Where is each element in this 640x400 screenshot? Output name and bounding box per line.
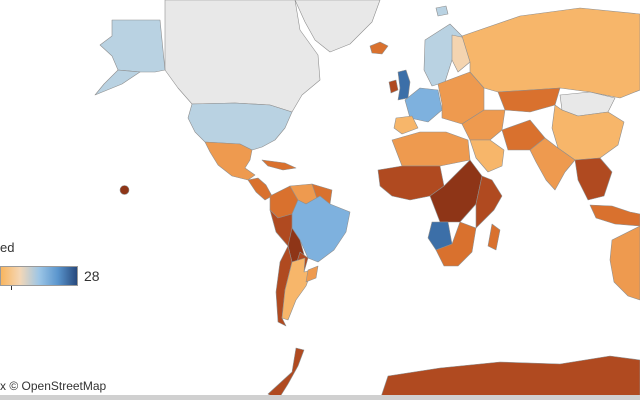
legend-tick (11, 286, 12, 290)
country-iceland[interactable] (369, 41, 389, 55)
country-alaska[interactable] (99, 19, 166, 73)
country-caribbean[interactable] (261, 159, 297, 171)
country-southeast-asia[interactable] (574, 157, 613, 201)
country-indonesia[interactable] (589, 204, 640, 227)
country-saudi-arabia[interactable] (469, 139, 505, 173)
legend-color-ramp (0, 266, 78, 286)
country-hawaii[interactable] (119, 185, 130, 195)
country-china[interactable] (551, 104, 625, 161)
country-united-states[interactable] (187, 102, 293, 151)
legend-title: ed (0, 240, 15, 255)
country-greenland[interactable] (294, 0, 381, 53)
country-ireland[interactable] (388, 79, 399, 94)
map-attribution[interactable]: x © OpenStreetMap (0, 378, 110, 394)
bottom-divider (0, 395, 640, 400)
country-kazakhstan[interactable] (497, 87, 561, 113)
country-central-america[interactable] (247, 177, 273, 201)
country-alaska-peninsula[interactable] (94, 69, 141, 96)
country-antarctica[interactable] (379, 355, 640, 400)
country-uruguay[interactable] (305, 265, 319, 283)
country-mexico[interactable] (204, 141, 256, 181)
country-iberia[interactable] (393, 115, 419, 135)
country-southern-africa[interactable] (435, 221, 477, 267)
country-australia[interactable] (609, 225, 640, 301)
country-canada[interactable] (164, 0, 321, 113)
country-madagascar[interactable] (487, 223, 501, 251)
country-north-africa[interactable] (391, 131, 471, 167)
country-russia[interactable] (461, 7, 640, 99)
country-svalbard[interactable] (435, 5, 449, 17)
country-antarctica-peninsula[interactable] (267, 347, 305, 400)
country-united-kingdom[interactable] (397, 69, 411, 101)
country-argentina[interactable] (281, 257, 313, 321)
legend-max-label: 28 (84, 268, 100, 284)
country-india[interactable] (529, 137, 576, 191)
